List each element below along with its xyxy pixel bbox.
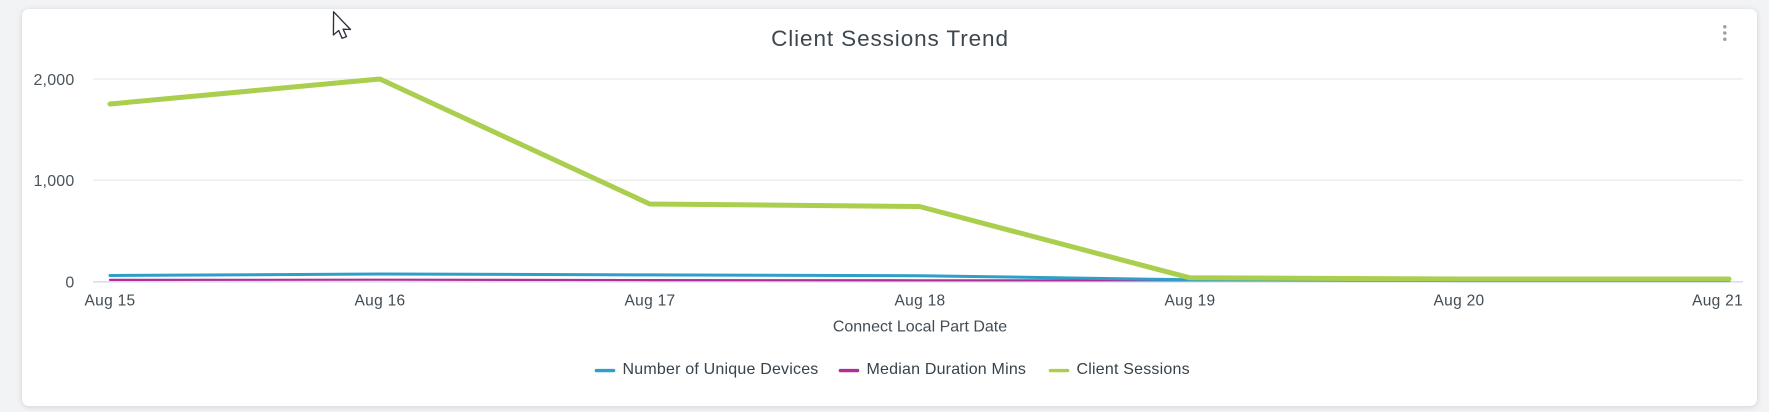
svg-text:Client Sessions Trend: Client Sessions Trend — [771, 26, 1009, 51]
svg-text:2,000: 2,000 — [33, 72, 74, 89]
svg-text:Median Duration Mins: Median Duration Mins — [867, 361, 1027, 378]
svg-text:0: 0 — [65, 274, 74, 291]
svg-text:Aug 19: Aug 19 — [1165, 292, 1216, 309]
svg-text:Connect Local Part Date: Connect Local Part Date — [833, 319, 1007, 336]
svg-text:Aug 16: Aug 16 — [355, 292, 406, 309]
svg-text:Aug 15: Aug 15 — [85, 292, 136, 309]
svg-text:1,000: 1,000 — [33, 173, 74, 190]
svg-text:Aug 20: Aug 20 — [1434, 292, 1485, 309]
svg-text:Aug 17: Aug 17 — [625, 292, 676, 309]
svg-text:Aug 21: Aug 21 — [1692, 292, 1743, 309]
svg-text:Client Sessions: Client Sessions — [1077, 361, 1190, 378]
svg-text:Aug 18: Aug 18 — [895, 292, 946, 309]
svg-text:Number of Unique Devices: Number of Unique Devices — [623, 361, 819, 378]
